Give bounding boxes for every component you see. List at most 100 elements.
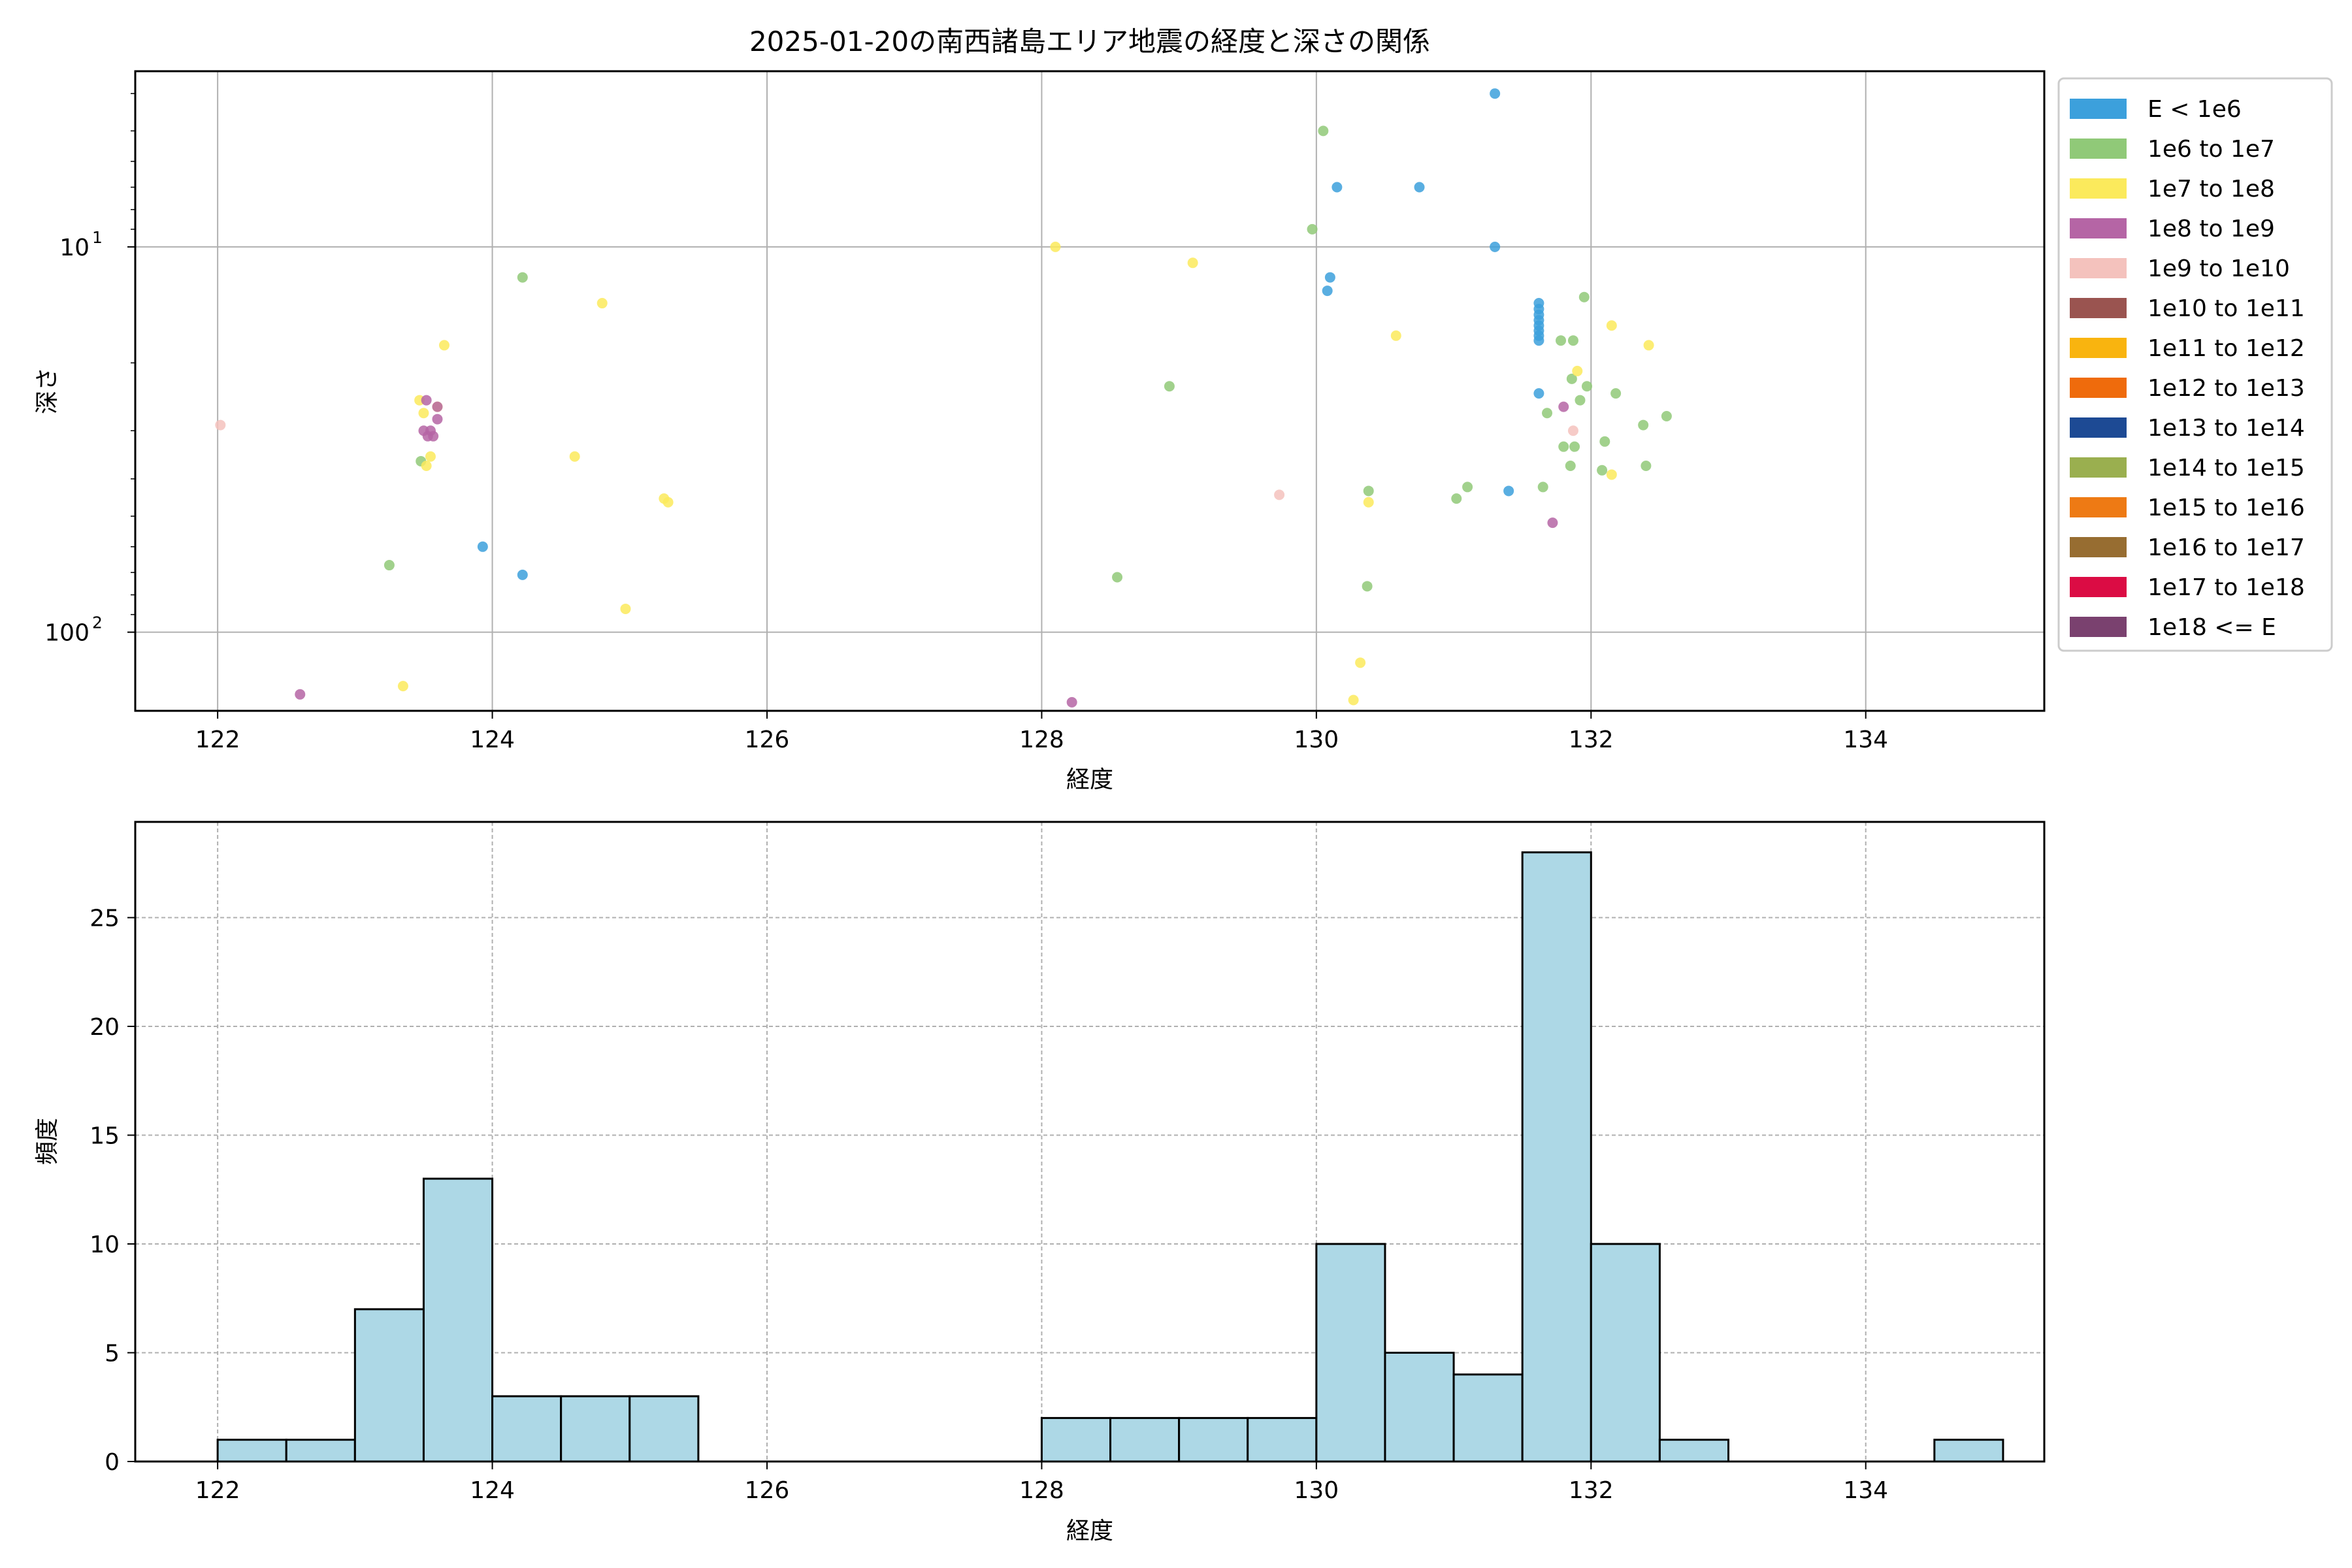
histogram-bar: [1315, 1243, 1386, 1463]
legend-label: 1e13 to 1e14: [2148, 415, 2305, 442]
scatter-x-tick-label: 130: [1294, 727, 1339, 753]
scatter-y-tick-label: 100: [44, 620, 90, 647]
scatter-point: [1578, 291, 1590, 302]
scatter-point: [620, 603, 631, 614]
scatter-point: [1661, 410, 1672, 421]
scatter-y-tick-label: 10: [59, 235, 90, 261]
scatter-plot-frame: [134, 70, 2046, 712]
scatter-grid: [135, 71, 2044, 711]
histogram-y-axis: 0 5 10 15 20 25: [90, 906, 135, 1476]
histogram-y-tick-label: 5: [105, 1341, 120, 1367]
histogram-x-tick-label: 124: [470, 1477, 515, 1504]
scatter-point: [1638, 419, 1649, 431]
scatter-point: [384, 560, 395, 571]
histogram-y-tick-label: 0: [105, 1449, 120, 1476]
legend-swatch: [2070, 378, 2127, 398]
scatter-point: [1610, 388, 1622, 399]
scatter-point: [1307, 223, 1318, 235]
histogram-bar: [1521, 851, 1592, 1463]
histogram-x-tick-label: 132: [1569, 1477, 1614, 1504]
scatter-point: [596, 298, 608, 309]
scatter-point: [1050, 241, 1061, 252]
scatter-point: [418, 408, 429, 419]
scatter-point: [295, 689, 306, 700]
histogram-y-tick-label: 25: [90, 906, 120, 932]
scatter-point: [438, 340, 449, 351]
histogram-bar: [1109, 1416, 1181, 1463]
scatter-point: [1462, 482, 1473, 493]
scatter-point: [1324, 272, 1335, 283]
scatter-point: [1641, 460, 1652, 471]
histogram-bar: [1384, 1352, 1455, 1463]
legend-swatch: [2070, 457, 2127, 478]
scatter-point: [1566, 373, 1577, 384]
legend-label: 1e7 to 1e8: [2148, 176, 2275, 203]
scatter-point: [477, 541, 488, 552]
scatter-x-tick-label: 134: [1843, 727, 1888, 753]
scatter-x-tick-label: 122: [195, 727, 240, 753]
scatter-y-tick-exponent: 2: [92, 613, 103, 632]
histogram-bar: [1658, 1439, 1730, 1463]
scatter-point: [1572, 365, 1583, 376]
scatter-point: [1533, 335, 1544, 346]
histogram-y-tick-label: 20: [90, 1014, 120, 1041]
histogram-bar: [560, 1395, 631, 1463]
scatter-point: [1066, 696, 1077, 708]
scatter-point: [1362, 581, 1373, 592]
scatter-x-axis-label: 経度: [1066, 766, 1113, 793]
scatter-point: [422, 431, 433, 442]
scatter-x-tick-label: 128: [1019, 727, 1064, 753]
scatter-title: 2025-01-20の南西諸島エリア地震の経度と深さの関係: [749, 25, 1430, 57]
histogram-bar: [1590, 1243, 1661, 1463]
legend-swatch: [2070, 617, 2127, 637]
histogram-bar: [1247, 1416, 1318, 1463]
scatter-point: [1363, 485, 1374, 497]
legend-label: 1e12 to 1e13: [2148, 375, 2305, 402]
legend-label: 1e14 to 1e15: [2148, 455, 2305, 482]
scatter-point: [1112, 572, 1123, 583]
scatter-y-tick-exponent: 1: [92, 228, 103, 247]
scatter-point: [1542, 408, 1553, 419]
scatter-point: [1643, 340, 1654, 351]
histogram-x-axis: 122 124 126 128 130 132 134: [195, 1462, 1888, 1504]
scatter-point: [1348, 694, 1359, 706]
histogram-bar: [491, 1395, 563, 1463]
scatter-point: [1567, 425, 1578, 436]
histogram-x-tick-label: 128: [1019, 1477, 1064, 1504]
legend-label: 1e17 to 1e18: [2148, 574, 2305, 601]
legend-swatch: [2070, 417, 2127, 438]
scatter-point: [517, 569, 528, 580]
histogram-bar: [1933, 1439, 2004, 1463]
legend-swatch: [2070, 139, 2127, 159]
scatter-x-tick-label: 132: [1569, 727, 1614, 753]
scatter-point: [1558, 401, 1569, 412]
scatter-x-tick-label: 124: [470, 727, 515, 753]
scatter-point: [432, 414, 443, 425]
scatter-point: [421, 395, 432, 406]
histogram-bar: [353, 1308, 425, 1463]
scatter-point: [1581, 381, 1592, 392]
histogram-bar: [629, 1395, 700, 1463]
scatter-point: [1390, 330, 1401, 341]
scatter-points: [215, 88, 1672, 708]
scatter-y-axis: 10 1 100 2: [44, 93, 135, 647]
legend-swatch: [2070, 218, 2127, 238]
legend-label: E < 1e6: [2148, 96, 2242, 123]
histogram-x-tick-label: 126: [745, 1477, 790, 1504]
scatter-point: [1490, 88, 1501, 99]
scatter-point: [1503, 485, 1514, 497]
scatter-point: [432, 401, 443, 412]
legend-swatch: [2070, 298, 2127, 318]
legend-swatch: [2070, 99, 2127, 119]
scatter-point: [1451, 493, 1462, 504]
scatter-point: [397, 681, 408, 692]
histogram-x-tick-label: 130: [1294, 1477, 1339, 1504]
scatter-point: [1187, 257, 1198, 269]
scatter-point: [1558, 441, 1569, 452]
scatter-point: [1606, 320, 1617, 331]
legend: E < 1e6 1e6 to 1e7 1e7 to 1e8 1e8 to 1e9 1e9…: [2057, 77, 2333, 652]
scatter-x-tick-label: 126: [745, 727, 790, 753]
legend-swatch: [2070, 258, 2127, 278]
histogram-plot-frame: [134, 821, 2046, 1463]
